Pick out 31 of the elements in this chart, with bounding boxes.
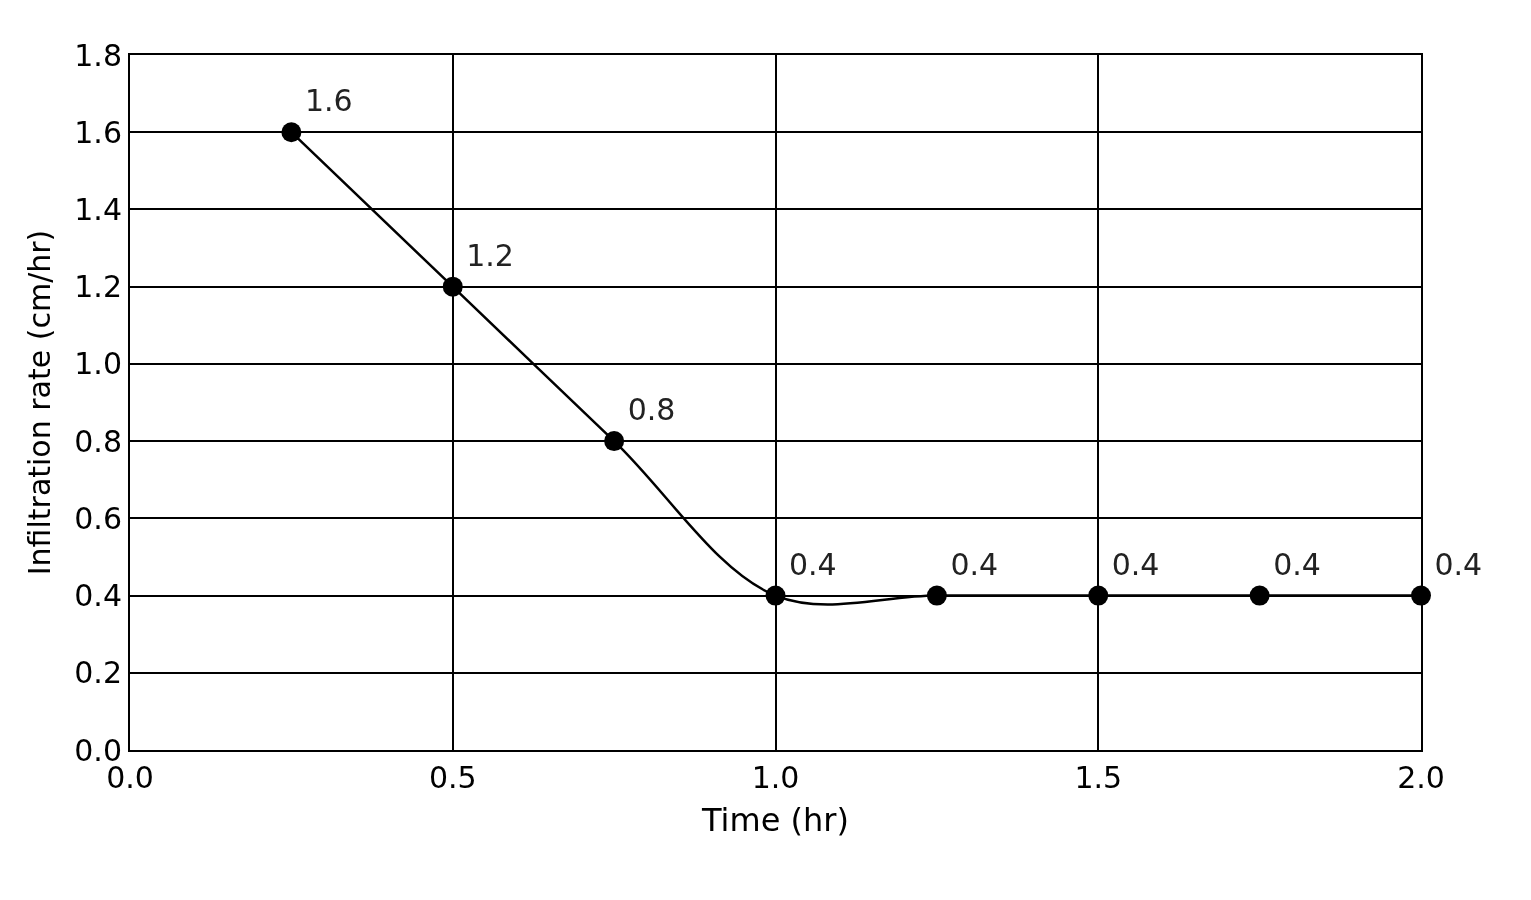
point bbox=[1088, 585, 1109, 606]
data-label: 0.4 bbox=[950, 546, 999, 582]
point bbox=[1249, 585, 1270, 606]
y-tick-label: 1.8 bbox=[74, 37, 122, 73]
y-tick-label: 1.0 bbox=[74, 346, 122, 382]
data-label: 0.4 bbox=[1111, 546, 1160, 582]
point bbox=[604, 431, 625, 452]
data-label: 1.2 bbox=[466, 237, 514, 273]
y-tick-label: 1.4 bbox=[74, 191, 122, 227]
point bbox=[281, 122, 302, 143]
data-label: 1.6 bbox=[304, 83, 353, 119]
data-label: 0.4 bbox=[1273, 546, 1321, 582]
point bbox=[765, 585, 786, 606]
x-tick-label: 1.5 bbox=[1074, 760, 1123, 795]
y-tick-label: 1.2 bbox=[74, 269, 122, 305]
x-tick-label: 0.5 bbox=[428, 760, 477, 795]
y-axis-title: Infiltration rate (cm/hr) bbox=[21, 229, 57, 576]
x-axis-title: Time (hr) bbox=[701, 801, 849, 840]
x-tick-label: 0.0 bbox=[106, 760, 154, 795]
x-tick-label: 2.0 bbox=[1397, 760, 1445, 795]
data-label: 0.8 bbox=[627, 392, 676, 428]
point bbox=[926, 585, 947, 606]
y-tick-label: 0.6 bbox=[74, 500, 122, 536]
y-tick-label: 0.2 bbox=[74, 655, 122, 691]
y-tick-label: 0.8 bbox=[74, 423, 122, 459]
y-tick-label: 1.6 bbox=[74, 114, 122, 150]
point bbox=[442, 276, 463, 297]
y-tick-label: 0.4 bbox=[74, 578, 122, 614]
x-tick-label: 1.0 bbox=[751, 760, 800, 795]
data-label: 0.4 bbox=[1434, 546, 1483, 582]
data-label: 0.4 bbox=[789, 546, 837, 582]
